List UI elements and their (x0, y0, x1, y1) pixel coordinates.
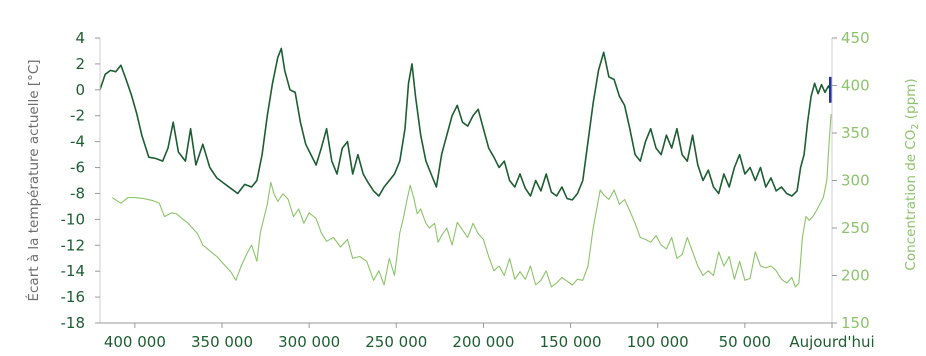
left-tick-label: -10 (61, 210, 86, 228)
plot-lines (99, 47, 832, 288)
temperature-series-line (99, 47, 832, 201)
right-tick-label: 250 (841, 219, 870, 237)
left-tick-label: -14 (61, 262, 86, 280)
right-tick-label: 350 (841, 124, 870, 142)
left-tick-label: -2 (70, 107, 85, 125)
left-tick-label: -16 (61, 288, 86, 306)
left-tick-label: -12 (61, 236, 86, 254)
x-tick-label: 400 000 (104, 333, 166, 351)
left-tick-label: 0 (75, 81, 85, 99)
left-tick-label: -8 (70, 184, 85, 202)
left-tick-label: -4 (70, 133, 85, 151)
left-axis-title: Écart à la température actuelle [°C] (25, 59, 42, 301)
right-axis-ticks: 450 400 350 300 250 200 150 (832, 29, 870, 332)
left-tick-label: -18 (61, 314, 86, 332)
x-tick-label: Aujourd'hui (789, 333, 874, 351)
right-tick-label: 400 (841, 77, 870, 95)
left-axis-ticks: 4 2 0 -2 -4 -6 -8 -10 -12 -14 -16 -18 (61, 29, 100, 332)
right-tick-label: 300 (841, 172, 870, 190)
x-tick-label: 300 000 (278, 333, 340, 351)
right-axis-title-subscript: 2 (910, 124, 921, 130)
x-tick-label: 350 000 (191, 333, 253, 351)
x-tick-label: 100 000 (627, 333, 689, 351)
x-tick-label: 50 000 (719, 333, 772, 351)
left-tick-label: 4 (75, 29, 85, 47)
x-axis-ticks: 400 000 350 000 300 000 250 000 200 000 150 0… (104, 323, 875, 351)
right-tick-label: 200 (841, 267, 870, 285)
co2-series-line (111, 113, 832, 288)
right-tick-label: 450 (841, 29, 870, 47)
right-axis-title-suffix: (ppm) (903, 78, 919, 123)
right-tick-label: 150 (841, 314, 870, 332)
x-tick-label: 150 000 (540, 333, 602, 351)
x-tick-label: 250 000 (365, 333, 427, 351)
x-tick-label: 200 000 (452, 333, 514, 351)
present-marker (829, 76, 832, 103)
left-tick-label: -6 (70, 159, 85, 177)
right-axis-title-prefix: Concentration de CO (903, 130, 919, 271)
right-axis-title: Concentration de CO2 (ppm) (903, 78, 921, 270)
left-tick-label: 2 (75, 55, 85, 73)
